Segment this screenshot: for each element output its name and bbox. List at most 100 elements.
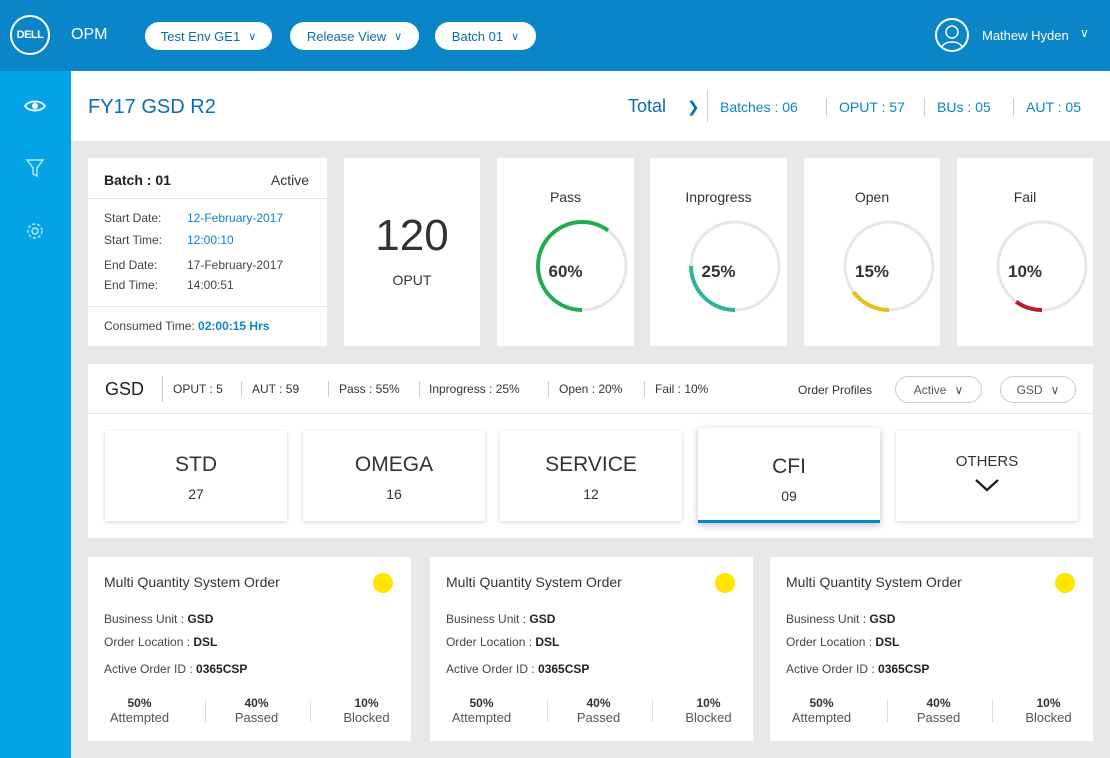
status-title: Inprogress [685, 189, 752, 205]
category-cfi[interactable]: CFI 09 [698, 428, 880, 523]
chevron-down-icon: ∨ [954, 382, 964, 397]
end-time-label: End Time: [104, 278, 159, 292]
active-order-id-label: Active Order ID : [104, 662, 193, 676]
active-order-id-label: Active Order ID : [446, 662, 535, 676]
fail-gauge [996, 220, 1088, 312]
category-omega[interactable]: OMEGA 16 [303, 431, 485, 521]
business-unit-label: Business Unit : [786, 612, 867, 626]
aut-stat: AUT : 05 [1026, 99, 1081, 115]
metric-label: Passed [916, 710, 961, 725]
business-unit-label: Business Unit : [446, 612, 527, 626]
batch-card: Batch : 01 Active Start Date: 12-Februar… [88, 158, 327, 346]
gauge-arc [536, 220, 628, 312]
oput-card: 120 OPUT [344, 158, 480, 346]
chevron-down-icon: ∨ [248, 30, 257, 43]
divider [707, 90, 708, 122]
gsd-pass-stat: Pass : 55% [339, 382, 400, 396]
gsd-open-stat: Open : 20% [559, 382, 623, 396]
metric-label: Blocked [1025, 710, 1072, 725]
oput-stat: OPUT : 57 [839, 99, 905, 115]
gsd-oput-stat: OPUT : 5 [173, 382, 223, 396]
eye-icon[interactable] [24, 95, 46, 117]
category-service[interactable]: SERVICE 12 [500, 431, 682, 521]
user-name[interactable]: Mathew Hyden [982, 28, 1069, 43]
inprogress-gauge [689, 220, 781, 312]
status-card-open[interactable]: Open 15% [804, 158, 940, 346]
gsd-title: GSD [105, 379, 145, 399]
gauge-arc [689, 220, 781, 312]
status-card-inprogress[interactable]: Inprogress 25% [650, 158, 787, 346]
business-unit: Business Unit : GSD [446, 612, 555, 626]
category-name: STD [175, 453, 217, 476]
active-order-id: Active Order ID : 0365CSP [446, 662, 589, 676]
order-card[interactable]: Multi Quantity System Order Business Uni… [770, 557, 1093, 741]
batch-select-label: Batch 01 [451, 28, 504, 44]
gsd-panel: GSD OPUT : 5 AUT : 59 Pass : 55% Inprogr… [88, 364, 1093, 538]
order-location-label: Order Location : [786, 635, 873, 649]
status-value: 60% [548, 262, 583, 281]
profile-select[interactable]: Active ∨ [895, 376, 982, 403]
category-name: OMEGA [354, 453, 434, 476]
chevron-down-icon [974, 477, 1000, 498]
business-unit-value: GSD [869, 612, 896, 626]
status-title: Pass [549, 189, 582, 205]
divider [992, 700, 993, 722]
bu-select-value: GSD [1016, 382, 1043, 397]
active-order-id-value: 0365CSP [538, 662, 590, 676]
gsd-inprogress-stat: Inprogress : 25% [429, 382, 520, 396]
attempted-metric: 50% Attempted [97, 696, 182, 725]
end-date-value: 17-February-2017 [187, 258, 284, 272]
gear-icon[interactable] [24, 220, 46, 242]
oput-label: OPUT [392, 272, 432, 288]
attempted-metric: 50% Attempted [779, 696, 864, 725]
end-date-label: End Date: [104, 258, 158, 272]
user-menu-chevron-icon[interactable]: ∨ [1080, 26, 1089, 40]
order-card[interactable]: Multi Quantity System Order Business Uni… [430, 557, 753, 741]
chevron-down-icon: ∨ [394, 30, 403, 43]
divider [548, 381, 549, 397]
bus-stat: BUs : 05 [937, 99, 991, 115]
filter-icon[interactable] [24, 157, 46, 179]
order-location-value: DSL [875, 635, 900, 649]
metric-pct: 40% [926, 696, 951, 710]
metric-label: Blocked [343, 710, 390, 725]
status-dot-icon [1055, 573, 1075, 593]
open-gauge [843, 220, 935, 312]
oput-value: 120 [375, 211, 449, 260]
metric-label: Passed [576, 710, 621, 725]
bu-select[interactable]: GSD ∨ [1000, 376, 1076, 403]
chevron-down-icon: ∨ [1050, 382, 1060, 397]
divider [241, 381, 242, 397]
divider [162, 376, 163, 402]
business-unit: Business Unit : GSD [104, 612, 213, 626]
divider [88, 198, 327, 199]
total-link[interactable]: Total [628, 96, 667, 116]
pass-gauge [536, 220, 628, 312]
user-avatar-icon[interactable] [935, 18, 969, 52]
env-select-label: Test Env GE1 [160, 28, 241, 44]
chevron-down-icon: ∨ [511, 30, 520, 43]
metric-label: Attempted [451, 710, 512, 725]
page-header: FY17 GSD R2 Total ❯ Batches : 06 OPUT : … [71, 71, 1110, 141]
view-select[interactable]: Release View ∨ [290, 22, 419, 50]
category-name: CFI [772, 455, 806, 478]
divider [547, 700, 548, 722]
order-location: Order Location : DSL [446, 635, 559, 649]
category-std[interactable]: STD 27 [105, 431, 287, 521]
order-location: Order Location : DSL [104, 635, 217, 649]
order-card[interactable]: Multi Quantity System Order Business Uni… [88, 557, 411, 741]
category-others[interactable]: OTHERS [896, 431, 1078, 521]
passed-metric: 40% Passed [556, 696, 641, 725]
chevron-right-icon[interactable]: ❯ [687, 99, 700, 116]
dell-logo[interactable]: DELL [10, 15, 50, 55]
gsd-fail-stat: Fail : 10% [655, 382, 709, 396]
passed-metric: 40% Passed [896, 696, 981, 725]
batch-select[interactable]: Batch 01 ∨ [435, 22, 536, 50]
status-card-fail[interactable]: Fail 10% [957, 158, 1093, 346]
divider [328, 381, 329, 397]
status-card-pass[interactable]: Pass 60% [497, 158, 634, 346]
metric-pct: 50% [127, 696, 152, 710]
env-select[interactable]: Test Env GE1 ∨ [145, 22, 272, 50]
end-time-value: 14:00:51 [187, 278, 234, 292]
metric-pct: 40% [244, 696, 269, 710]
